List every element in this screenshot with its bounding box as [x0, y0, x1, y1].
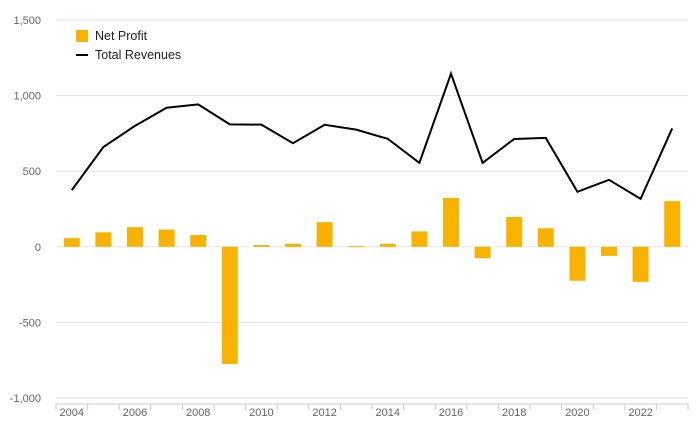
x-tick-label: 2012	[312, 407, 336, 419]
y-tick-label: 1,000	[13, 91, 41, 103]
gridlines	[56, 19, 688, 399]
net-profit-bar	[411, 231, 428, 247]
net-profit-bar	[632, 246, 649, 282]
total-revenues-line	[70, 70, 674, 201]
y-tick-label: -1,000	[10, 393, 41, 405]
legend[interactable]: Net Profit Total Revenues	[76, 29, 181, 62]
x-tick-label: 2016	[439, 407, 463, 419]
legend-net-profit-label: Net Profit	[95, 29, 148, 43]
x-tick-label: 2020	[565, 407, 589, 419]
legend-net-profit-swatch	[76, 30, 88, 42]
net-profit-bar	[506, 217, 523, 247]
y-axis-ticks: 1,500 1,000 500 0 -500 -1,000	[10, 15, 41, 405]
net-profit-bar	[443, 197, 459, 247]
x-axis-ticks: 2004 2006 2008 2010 2012 2014 2016 2018 2020 2022	[55, 403, 689, 419]
net-profit-bars	[63, 197, 681, 364]
net-profit-bar	[190, 235, 207, 247]
net-profit-bar	[158, 229, 175, 247]
x-tick-label: 2006	[123, 407, 147, 419]
total-revenues-line-group	[70, 70, 674, 201]
y-tick-label: -500	[19, 317, 41, 329]
x-tick-label: 2010	[249, 407, 273, 419]
x-tick-label: 2014	[376, 407, 400, 419]
legend-total-revenues-label: Total Revenues	[95, 48, 181, 62]
net-profit-bar	[664, 201, 681, 247]
net-profit-bar	[601, 246, 617, 256]
net-profit-bar	[221, 246, 238, 364]
x-tick-label: 2022	[628, 407, 652, 419]
y-tick-label: 500	[23, 166, 41, 178]
net-profit-bar	[569, 246, 586, 281]
net-profit-bar	[63, 238, 80, 247]
net-profit-bar	[348, 246, 365, 248]
net-profit-bar	[537, 228, 554, 247]
y-tick-label: 1,500	[13, 15, 41, 27]
y-tick-label: 0	[35, 242, 41, 254]
x-tick-label: 2008	[186, 407, 210, 419]
net-profit-bar	[127, 227, 143, 247]
net-profit-bar	[285, 243, 301, 247]
net-profit-bar	[253, 244, 270, 247]
net-profit-bar	[95, 232, 112, 247]
net-profit-bar	[316, 222, 333, 247]
x-tick-label: 2018	[502, 407, 526, 419]
x-tick-label: 2004	[60, 407, 84, 419]
net-profit-bar	[474, 246, 491, 259]
net-profit-bar	[379, 243, 396, 247]
